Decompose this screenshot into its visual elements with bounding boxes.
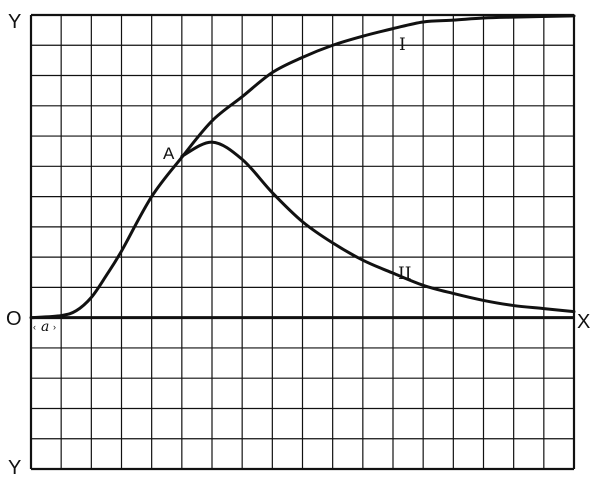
point-a-label: A — [163, 144, 175, 163]
curve-i-label: I — [399, 35, 406, 55]
interval-right-arrow: › — [53, 322, 56, 332]
curve-ii-label: II — [398, 264, 411, 284]
x-axis-label: X — [577, 311, 590, 333]
grid — [29, 13, 576, 471]
curve-i — [29, 14, 576, 320]
origin-label: O — [6, 308, 22, 330]
y-axis-label-bottom: Y — [8, 457, 21, 479]
interval-label: a — [41, 319, 49, 335]
curves — [29, 14, 576, 320]
curve-ii — [180, 140, 576, 314]
interval-left-arrow: ‹ — [33, 322, 36, 332]
y-axis-label-top: Y — [8, 11, 21, 33]
